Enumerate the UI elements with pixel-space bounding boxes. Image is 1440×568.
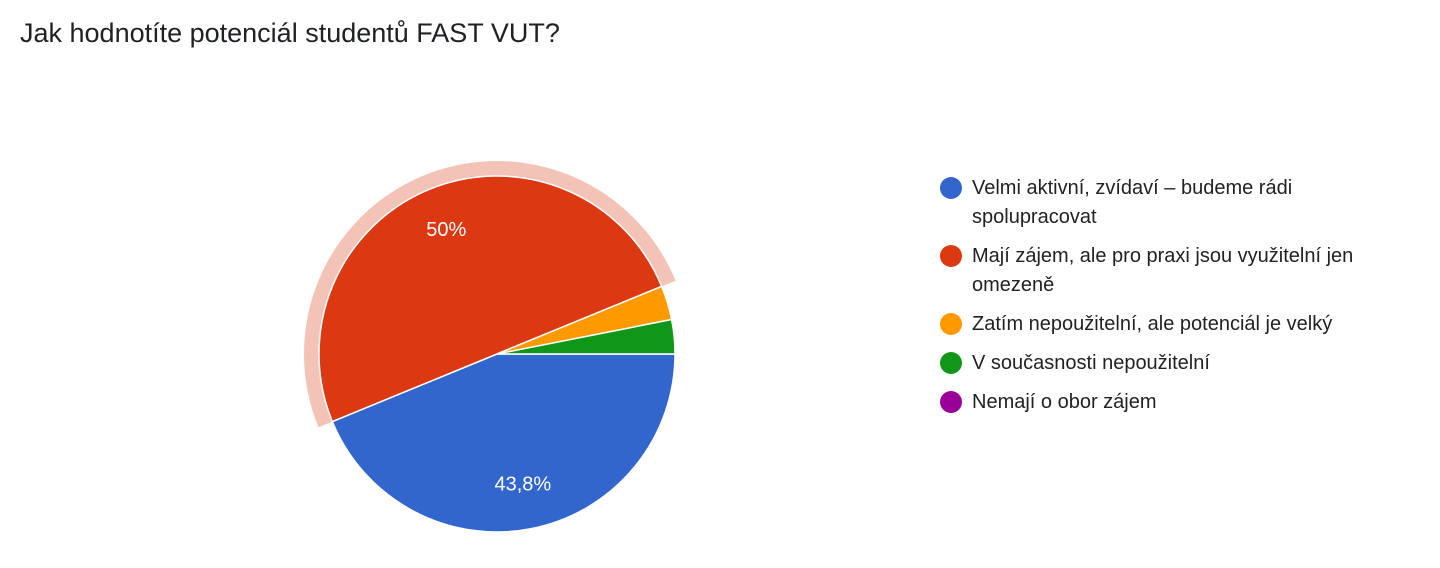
legend-item: Nemají o obor zájem [940, 388, 1410, 417]
pie-slice [331, 353, 676, 533]
legend-swatch [940, 352, 962, 374]
legend-swatch [940, 177, 962, 199]
legend-swatch [940, 245, 962, 267]
legend-label: V současnosti nepoužitelní [972, 352, 1210, 374]
legend-item: V současnosti nepoužitelní [940, 349, 1410, 378]
legend-item: Mají zájem, ale pro praxi jsou využiteln… [940, 242, 1410, 300]
legend-swatch [940, 391, 962, 413]
legend-label: Nemají o obor zájem [972, 391, 1157, 413]
chart-title: Jak hodnotíte potenciál studentů FAST VU… [20, 18, 560, 48]
legend-item: Velmi aktivní, zvídaví – budeme rádi spo… [940, 174, 1410, 232]
legend-label: Zatím nepoužitelní, ale potenciál je vel… [972, 313, 1333, 335]
legend-label: Mají zájem, ale pro praxi jsou využiteln… [972, 245, 1354, 296]
data-label: 50% [426, 219, 466, 241]
pie-slice [318, 175, 663, 423]
data-label: 43,8% [494, 473, 551, 495]
legend-item: Zatím nepoužitelní, ale potenciál je vel… [940, 310, 1410, 339]
legend: Velmi aktivní, zvídaví – budeme rádi spo… [940, 174, 1410, 427]
legend-swatch [940, 313, 962, 335]
pie-slice [496, 318, 676, 355]
legend-label: Velmi aktivní, zvídaví – budeme rádi spo… [972, 177, 1293, 228]
